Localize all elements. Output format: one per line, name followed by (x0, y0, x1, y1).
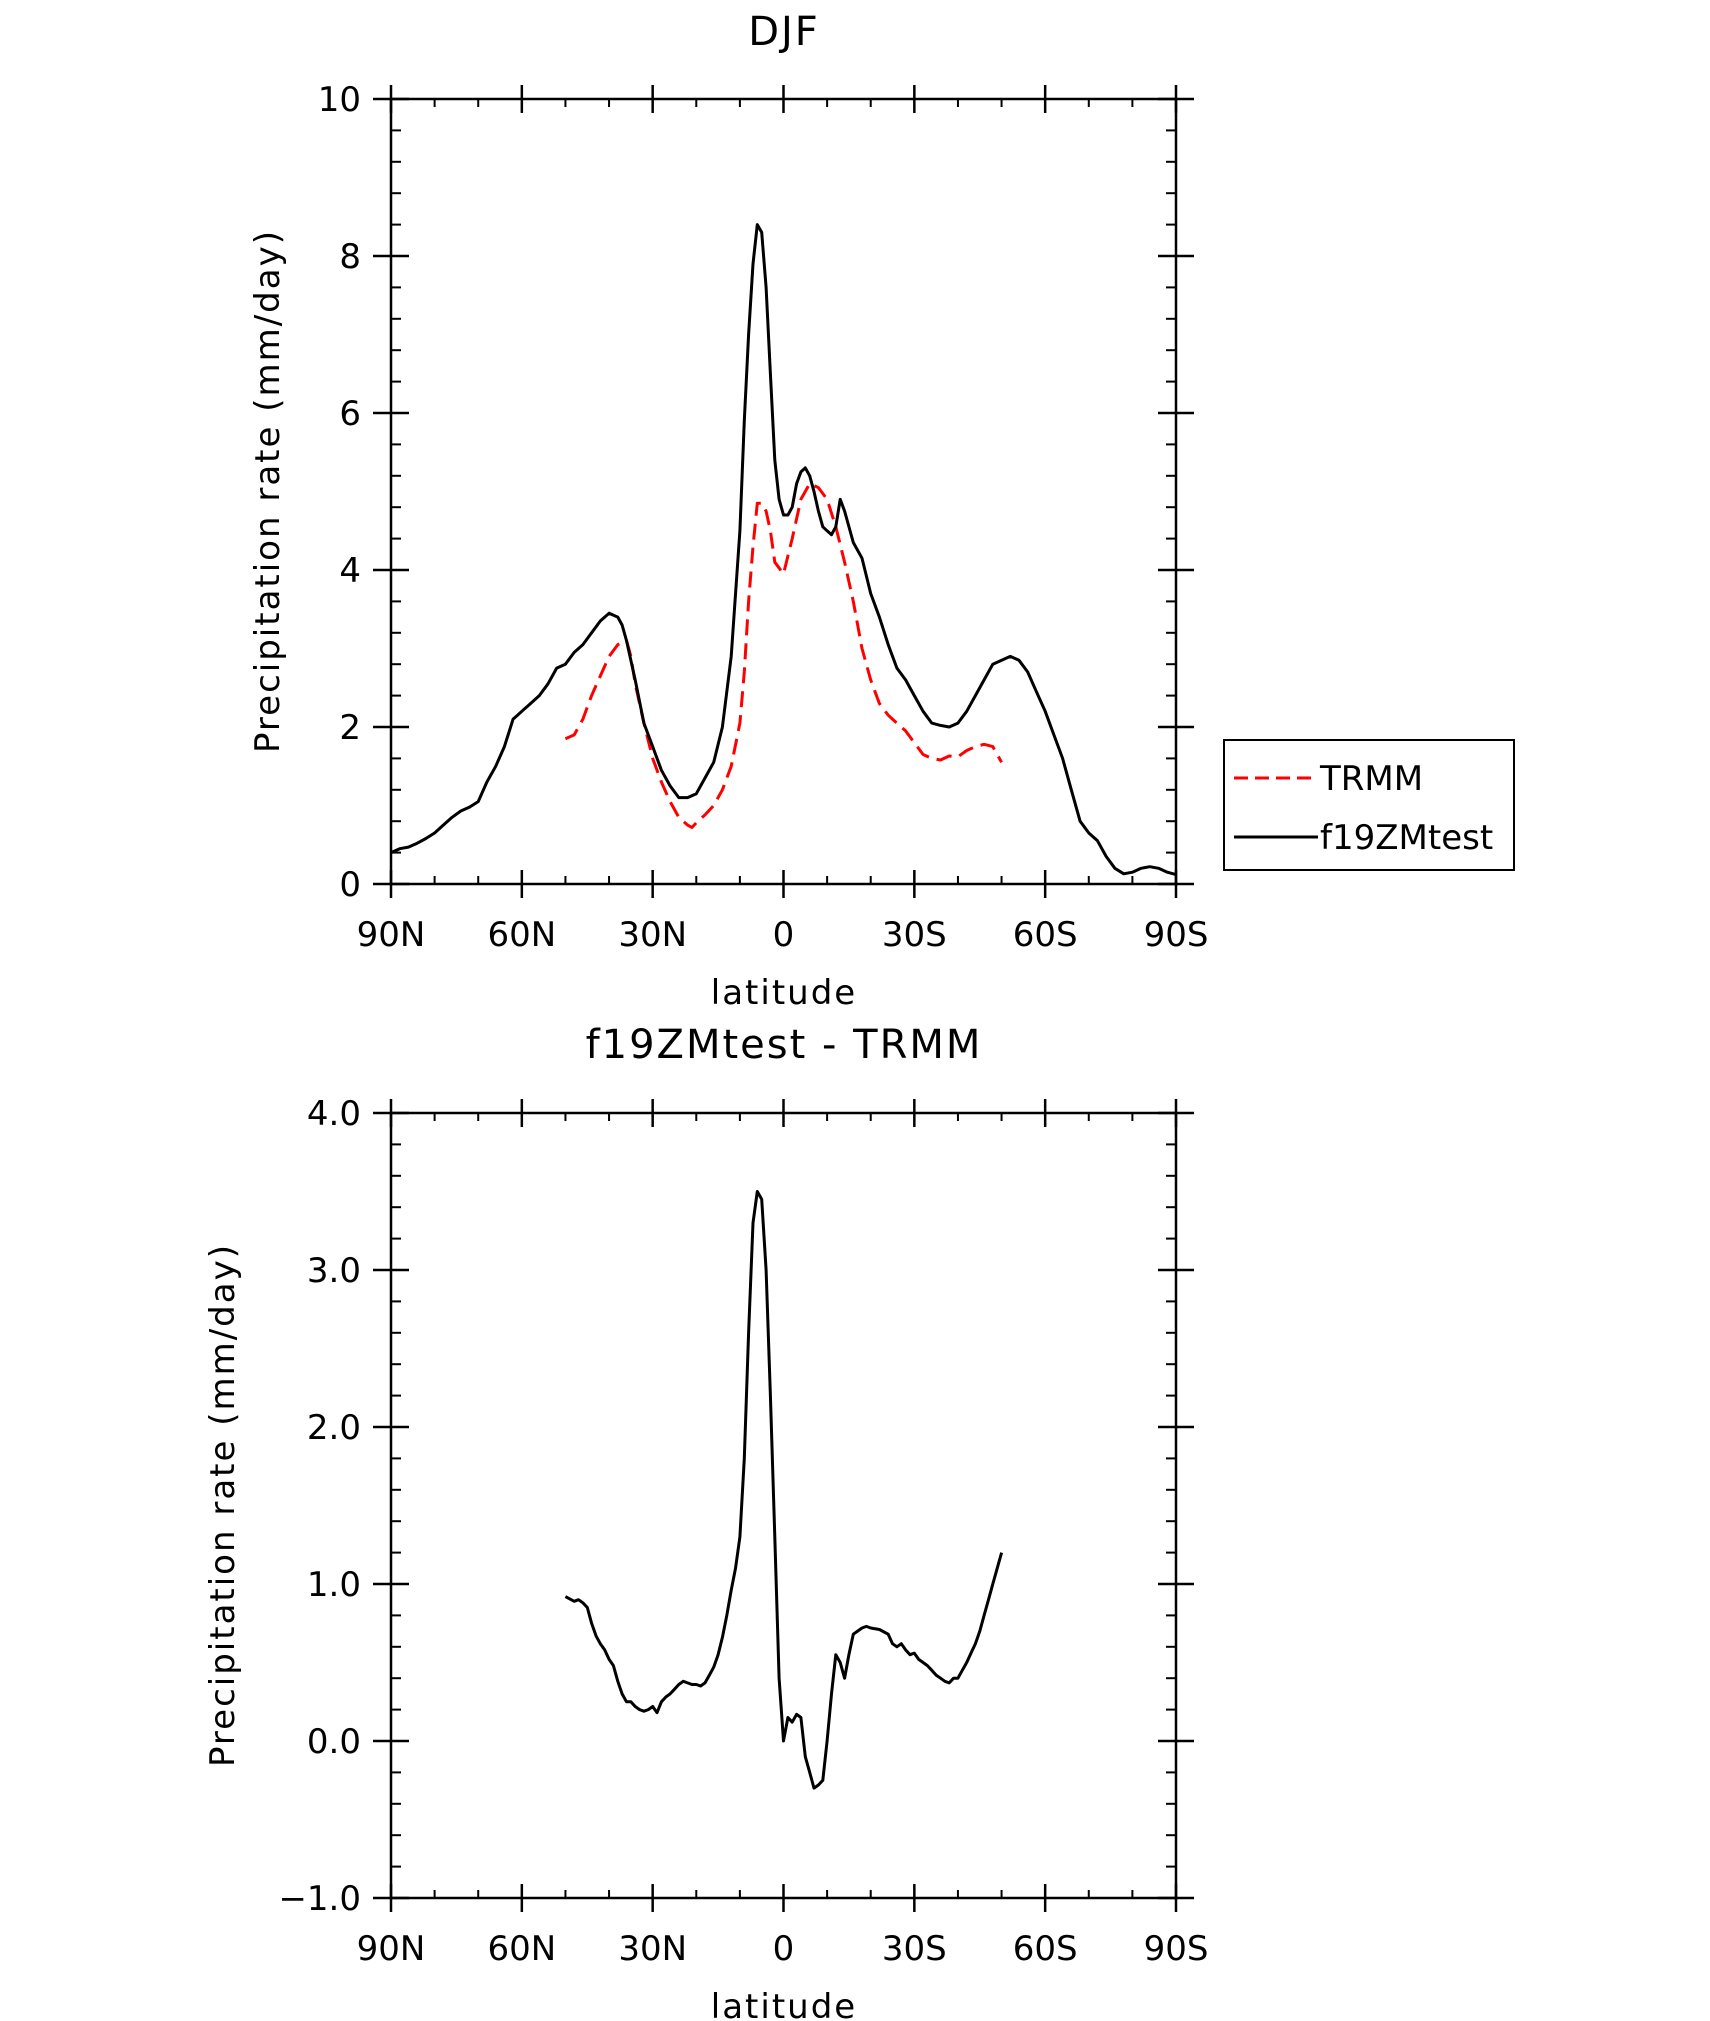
y-tick-label: 3.0 (307, 1251, 361, 1291)
x-tick-label: 90N (357, 915, 426, 955)
legend-label-trmm: TRMM (1319, 759, 1423, 799)
y-tick-label: 1.0 (307, 1565, 361, 1605)
x-tick-label: 30N (618, 915, 687, 955)
x-tick-label: 60S (1013, 915, 1078, 955)
x-tick-label: 30S (882, 915, 947, 955)
x-tick-labels-top: 90N 60N 30N 0 30S 60S 90S (357, 915, 1209, 955)
legend: TRMM f19ZMtest (1223, 739, 1515, 871)
y-axis-label-top: Precipitation rate (mm/day) (248, 229, 288, 753)
x-tick-label: 30N (618, 1929, 687, 1969)
x-tick-label: 90N (357, 1929, 426, 1969)
x-tick-label: 90S (1144, 915, 1209, 955)
series-line-f19zmtest (390, 223, 1177, 877)
y-tick-label: 0.0 (307, 1722, 361, 1762)
y-tick-label: 2 (339, 708, 361, 748)
y-tick-label: 0 (339, 865, 361, 905)
x-tick-label: 90S (1144, 1929, 1209, 1969)
x-axis-label-bottom: latitude (711, 1987, 857, 2021)
x-tick-label: 0 (773, 1929, 795, 1969)
y-tick-label: 4.0 (307, 1094, 361, 1134)
plot-frame-top (389, 97, 1178, 886)
chart-panel-top: DJF 90N 60N 30N 0 30S 60S 90S 0 2 4 6 8 10 latitude… (248, 9, 1515, 1013)
ticks-top (373, 85, 1194, 898)
legend-box (1223, 739, 1515, 871)
x-tick-label: 30S (882, 1929, 947, 1969)
x-tick-label: 0 (773, 915, 795, 955)
plot-frame-bottom (389, 1111, 1178, 1900)
y-tick-label: 8 (339, 237, 361, 277)
legend-label-f19zmtest: f19ZMtest (1320, 818, 1493, 858)
x-tick-labels-bottom: 90N 60N 30N 0 30S 60S 90S (357, 1929, 1209, 1969)
chart-title-top: DJF (748, 9, 820, 55)
ticks-bottom (373, 1099, 1194, 1912)
chart-title-bottom: f19ZMtest - TRMM (586, 1022, 983, 1068)
series-group-bottom (564, 1190, 1004, 1790)
chart-panel-bottom: f19ZMtest - TRMM 90N 60N 30N 0 30S 60S 90S −1.… (203, 1022, 1208, 2021)
series-group-top (390, 223, 1177, 877)
y-tick-label: −1.0 (278, 1879, 361, 1919)
y-tick-labels-bottom: −1.0 0.0 1.0 2.0 3.0 4.0 (278, 1094, 361, 1919)
y-tick-label: 4 (339, 551, 361, 591)
x-axis-label-top: latitude (711, 973, 857, 1013)
x-tick-label: 60S (1013, 1929, 1078, 1969)
y-tick-label: 6 (339, 394, 361, 434)
x-tick-label: 60N (487, 915, 556, 955)
y-tick-label: 10 (318, 80, 361, 120)
x-tick-label: 60N (487, 1929, 556, 1969)
y-axis-label-bottom: Precipitation rate (mm/day) (203, 1243, 243, 1767)
y-tick-labels-top: 0 2 4 6 8 10 (318, 80, 361, 905)
series-line-f19zmtest-trmm (564, 1190, 1004, 1790)
y-tick-label: 2.0 (307, 1408, 361, 1448)
